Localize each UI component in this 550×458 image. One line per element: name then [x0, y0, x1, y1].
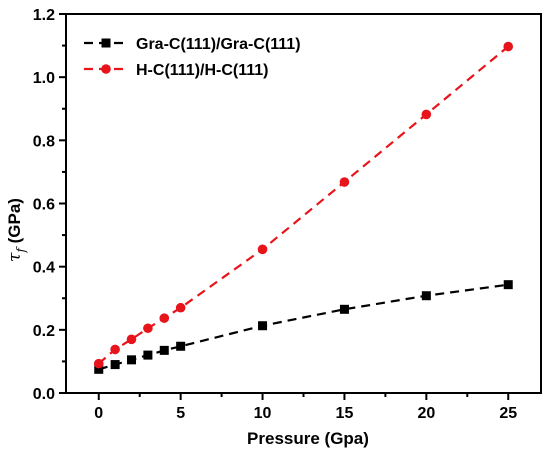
- data-point: [176, 341, 186, 351]
- legend-item-1: Gra-C(111)/Gra-C(111): [84, 36, 301, 53]
- series-line: [98, 45, 509, 365]
- x-axis: 0 5 10 15 20 25: [94, 393, 517, 422]
- y-axis: 0.0 0.2 0.4 0.6 0.8 1.0 1.2: [33, 7, 66, 403]
- data-point: [339, 304, 349, 314]
- data-point: [94, 364, 104, 374]
- y-tick-label: 0.6: [33, 197, 55, 214]
- data-point: [503, 280, 513, 290]
- series-line: [98, 283, 509, 371]
- y-tick-label: 1.0: [33, 70, 55, 87]
- data-point: [339, 177, 350, 187]
- y-axis-title-subscript: f: [14, 246, 28, 254]
- data-point: [258, 321, 268, 331]
- x-tick-label: 5: [176, 405, 185, 422]
- legend-label: H-C(111)/H-C(111): [136, 62, 269, 79]
- data-point: [257, 244, 268, 255]
- data-point: [159, 345, 169, 355]
- legend-marker: [101, 38, 111, 48]
- legend-marker: [101, 64, 111, 74]
- data-point: [421, 109, 432, 120]
- data-point: [143, 323, 153, 334]
- series-layer: [93, 41, 514, 374]
- data-point: [126, 334, 137, 345]
- y-axis-title-symbol: τ: [5, 252, 25, 262]
- y-tick-label: 0.4: [33, 260, 55, 277]
- y-tick-label: 0.0: [33, 386, 55, 403]
- legend: Gra-C(111)/Gra-C(111) H-C(111)/H-C(111): [84, 36, 301, 79]
- data-point: [503, 41, 514, 52]
- x-tick-label: 15: [336, 405, 354, 422]
- series-1: [94, 280, 513, 374]
- series-2: [93, 41, 514, 369]
- x-tick-label: 25: [499, 405, 517, 422]
- data-point: [110, 360, 120, 370]
- y-tick-label: 0.8: [33, 133, 55, 150]
- x-tick-label: 20: [417, 405, 435, 422]
- data-point: [110, 344, 120, 355]
- data-point: [93, 358, 104, 369]
- x-tick-label: 10: [254, 405, 272, 422]
- data-point: [127, 355, 137, 365]
- data-point: [159, 313, 170, 323]
- y-axis-title: τf (GPa): [5, 198, 28, 262]
- data-point: [421, 291, 431, 301]
- x-axis-title: Pressure (Gpa): [247, 429, 369, 448]
- y-tick-label: 1.2: [33, 7, 55, 24]
- legend-item-2: H-C(111)/H-C(111): [84, 62, 269, 79]
- data-point: [143, 350, 153, 360]
- legend-label: Gra-C(111)/Gra-C(111): [136, 36, 301, 53]
- y-tick-label: 0.2: [33, 323, 55, 340]
- data-point: [175, 302, 186, 313]
- x-tick-label: 0: [94, 405, 103, 422]
- y-axis-title-unit: (GPa): [5, 198, 24, 248]
